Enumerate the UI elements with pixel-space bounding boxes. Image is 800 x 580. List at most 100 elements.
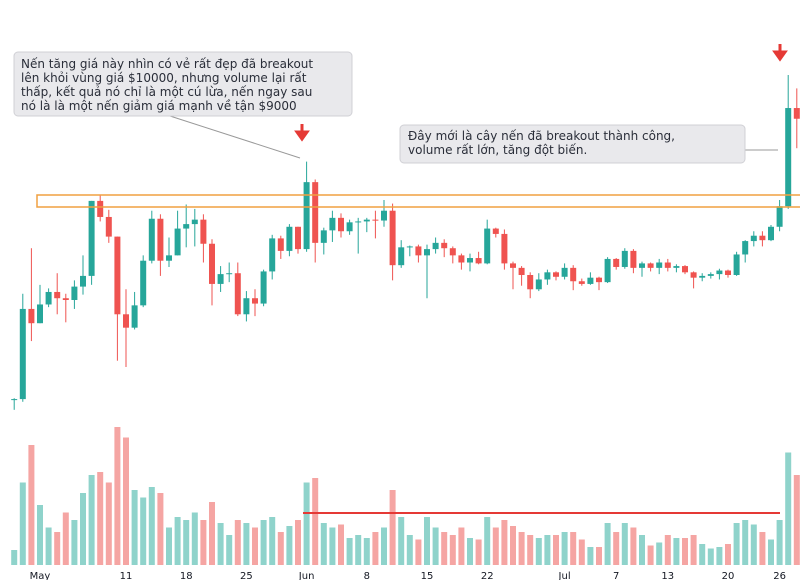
volume-pane: [11, 427, 800, 565]
volume-bar: [518, 532, 525, 565]
volume-bar: [733, 523, 740, 565]
candle-body: [252, 298, 258, 304]
candle-body: [389, 210, 396, 266]
volume-bar: [363, 538, 370, 565]
x-tick-label: Jun: [298, 571, 315, 580]
candle-body: [518, 267, 525, 275]
volume-bar: [682, 538, 688, 565]
volume-bar: [28, 445, 35, 565]
x-tick-label: 18: [180, 571, 193, 580]
x-tick-label: 7: [613, 571, 619, 580]
candle-body: [45, 291, 52, 305]
candle-body: [587, 277, 594, 284]
candle-body: [647, 263, 654, 268]
volume-bar: [759, 532, 766, 565]
volume-bar: [226, 535, 233, 565]
volume-bar: [570, 532, 577, 565]
annotation-text: Đây mới là cây nến đã breakout thành côn…: [408, 129, 675, 143]
candle-body: [123, 314, 129, 328]
candle-body: [621, 250, 628, 267]
volume-bar: [174, 517, 181, 565]
candle-body: [355, 221, 362, 223]
arrow-down: [294, 124, 310, 142]
volume-bar: [768, 539, 774, 565]
candle-body: [28, 308, 35, 324]
candle-body: [553, 272, 559, 277]
x-tick-label: 11: [120, 571, 133, 580]
candle-body: [544, 272, 551, 280]
candle-body: [742, 241, 749, 255]
candle-body: [682, 266, 688, 273]
candle-body: [449, 248, 456, 256]
volume-bar: [45, 527, 52, 565]
candle-body: [639, 263, 645, 268]
candle-body: [441, 242, 448, 249]
candle-body: [707, 274, 714, 276]
candle-body: [217, 274, 224, 284]
volume-bar: [183, 520, 190, 565]
volume-bar: [277, 532, 284, 565]
volume-bar: [148, 487, 155, 565]
volume-bar: [200, 520, 207, 565]
candle-body: [157, 218, 164, 261]
candle-body: [510, 263, 516, 268]
volume-bar: [647, 545, 654, 565]
volume-bar: [105, 482, 112, 565]
volume-bar: [578, 539, 585, 565]
candle-body: [750, 235, 757, 242]
candle-body: [312, 182, 319, 243]
volume-bar: [630, 527, 637, 565]
x-tick-label: May: [30, 571, 51, 580]
volume-bar: [260, 520, 267, 565]
x-tick-label: Jul: [558, 571, 571, 580]
candle-body: [105, 216, 112, 237]
candle-body: [776, 206, 783, 227]
candle-body: [561, 267, 568, 277]
volume-bar: [535, 538, 542, 565]
volume-bar: [449, 535, 456, 565]
candle-body: [406, 246, 413, 248]
volume-bar: [217, 523, 224, 565]
candle-body: [467, 258, 473, 263]
candle-body: [54, 291, 61, 299]
candle-body: [80, 275, 86, 287]
candle-body: [114, 236, 121, 315]
volume-bar: [406, 535, 413, 565]
volume-bar: [252, 527, 258, 565]
candle-body: [656, 262, 663, 268]
volume-bar: [338, 524, 344, 565]
volume-bar: [510, 526, 516, 565]
annotation-box: [399, 124, 746, 164]
x-tick-label: 13: [661, 571, 674, 580]
volume-bar: [123, 437, 129, 565]
candle-body: [716, 270, 723, 275]
volume-bar: [467, 538, 473, 565]
candle-body: [690, 272, 697, 278]
volume-bar: [286, 526, 293, 565]
volume-bar: [621, 523, 628, 565]
candle-body: [183, 224, 190, 229]
candle-body: [785, 108, 792, 207]
volume-bar: [673, 538, 680, 565]
candle-body: [492, 228, 499, 234]
volume-bar: [544, 535, 551, 565]
candle-body: [260, 271, 267, 304]
x-tick-label: 15: [421, 571, 434, 580]
volume-bar: [243, 523, 250, 565]
volume-bar: [114, 427, 121, 565]
candle-body: [37, 304, 43, 324]
candle-body: [295, 226, 301, 250]
volume-bar: [157, 493, 164, 565]
candle-body: [140, 260, 147, 306]
volume-bar: [793, 475, 800, 565]
volume-bar: [699, 544, 706, 565]
candle-body: [484, 228, 491, 264]
candle-body: [604, 258, 611, 283]
arrow-down: [772, 44, 788, 62]
volume-bar: [484, 517, 491, 565]
candle-body: [759, 235, 766, 241]
candle-body: [303, 182, 310, 250]
annotation-text: lên khỏi vùng giá $10000, nhưng volume l…: [21, 71, 307, 85]
candle-body: [475, 258, 482, 264]
